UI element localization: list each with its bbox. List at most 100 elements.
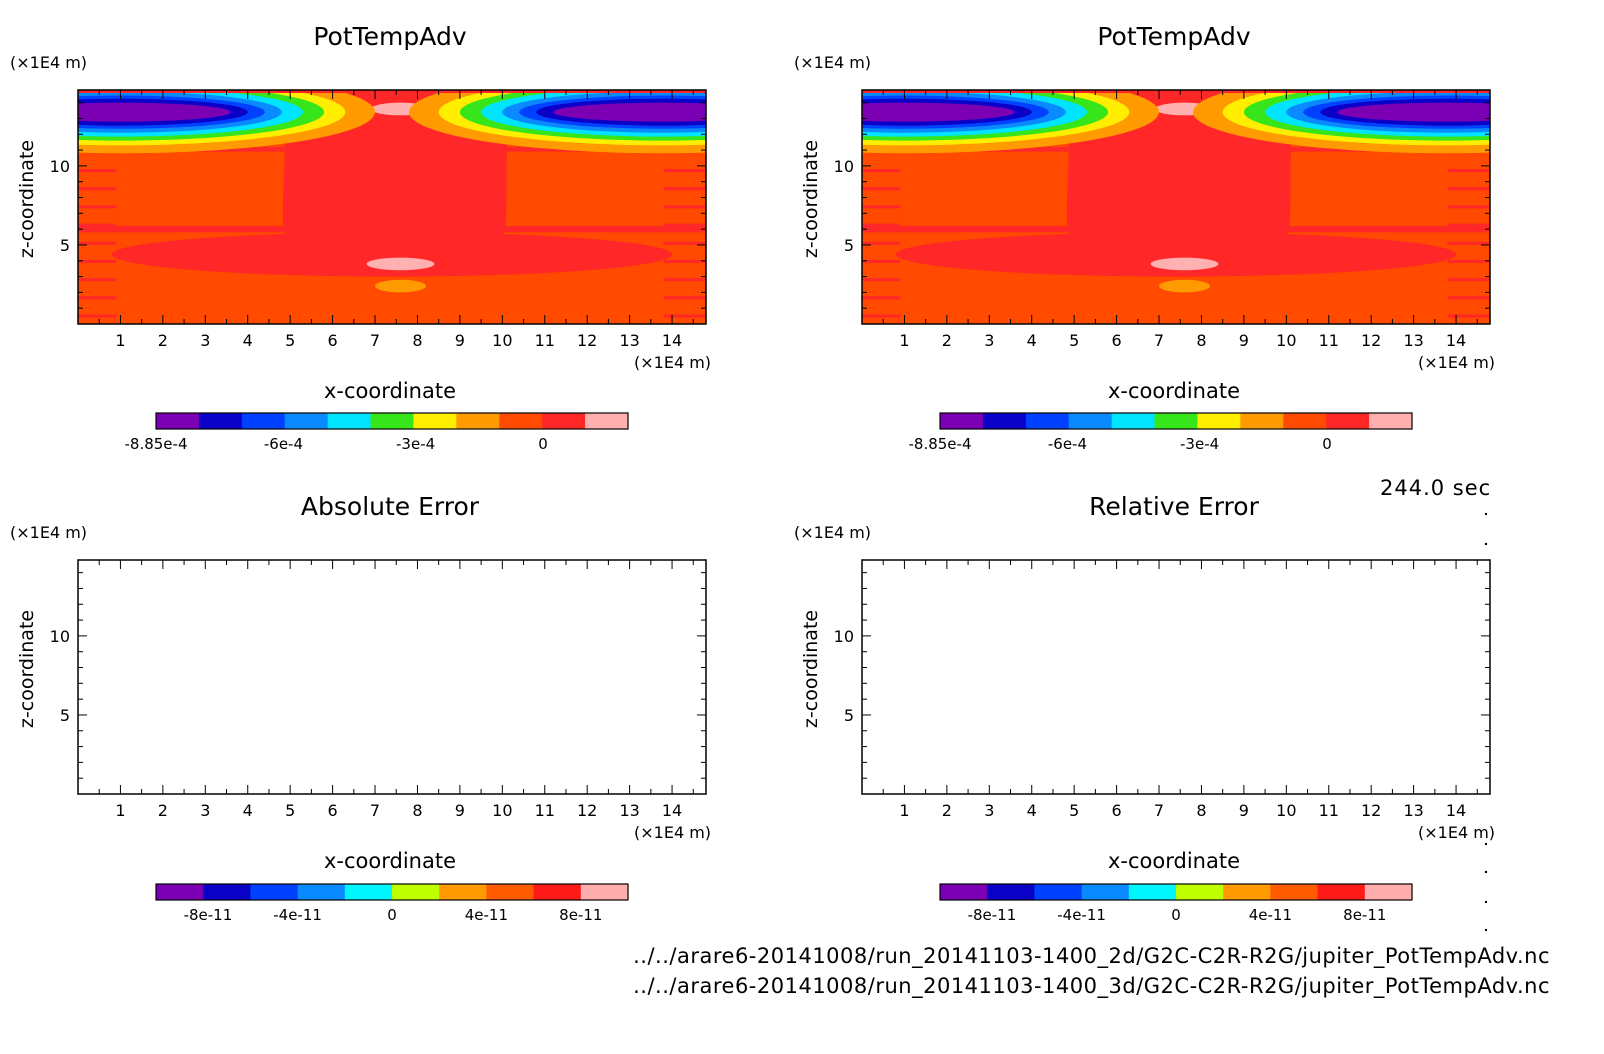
chart-panel-3: -8e-11 -4e-11 0 4e-11 8e-111 2 3 4 5 6 7 8 9 10 11 12 13… — [10, 492, 711, 924]
colorbar-segment — [533, 884, 582, 900]
contour-fill — [553, 102, 706, 122]
x-tick-label: 14 — [662, 801, 682, 820]
y-tick-label: 5 — [844, 706, 854, 725]
y-tick-label: 5 — [844, 236, 854, 255]
colorbar-segment — [439, 884, 487, 900]
colorbar-label: -8e-11 — [184, 906, 233, 924]
colorbar-segment — [1240, 413, 1284, 429]
colorbar-segment — [1111, 413, 1156, 429]
colorbar-segment — [1223, 884, 1271, 900]
contour-fill — [78, 146, 706, 152]
contour-fill — [862, 241, 901, 245]
contour-fill — [78, 314, 117, 318]
contour-fill — [78, 169, 117, 173]
y-unit-label: (×1E4 m) — [10, 523, 87, 542]
contour-fill — [862, 90, 1490, 93]
y-tick-label: 10 — [50, 157, 70, 176]
x-tick-label: 1 — [115, 801, 125, 820]
contour-fill — [663, 296, 706, 300]
x-tick-label: 13 — [619, 331, 639, 350]
contour-field — [862, 90, 1490, 324]
y-unit-label: (×1E4 m) — [794, 53, 871, 72]
colorbar-label: -6e-4 — [264, 435, 303, 453]
file-path-3d: ../../arare6-20141008/run_20141103-1400_… — [633, 974, 1550, 998]
colorbar-label: -8.85e-4 — [909, 435, 972, 453]
contour-fill — [1447, 296, 1490, 300]
contour-fill — [78, 241, 117, 245]
x-axis-label: x-coordinate — [1108, 379, 1240, 403]
chart-title: Absolute Error — [301, 492, 480, 521]
x-tick-label: 10 — [1276, 801, 1296, 820]
x-tick-label: 9 — [455, 801, 465, 820]
colorbar-label: -3e-4 — [396, 435, 435, 453]
colorbar-segment — [580, 884, 629, 900]
contour-fill — [663, 169, 706, 173]
x-tick-label: 1 — [899, 801, 909, 820]
colorbar-segment — [344, 884, 393, 900]
x-tick-label: 1 — [115, 331, 125, 350]
x-tick-label: 11 — [1319, 801, 1339, 820]
colorbar-label: 0 — [387, 906, 397, 924]
colorbar-label: -4e-11 — [273, 906, 322, 924]
colorbar-segment — [940, 884, 988, 900]
contour-fill — [1447, 205, 1490, 209]
x-tick-label: 2 — [942, 801, 952, 820]
colorbar-label: 8e-11 — [559, 906, 602, 924]
x-unit-label: (×1E4 m) — [1418, 823, 1495, 842]
plot-frame — [77, 89, 707, 325]
contour-fill — [663, 278, 706, 282]
x-tick-label: 8 — [1196, 801, 1206, 820]
contour-fill — [78, 90, 706, 93]
contour-fill — [862, 205, 901, 209]
x-tick-label: 4 — [1027, 331, 1037, 350]
colorbar-segment — [297, 884, 346, 900]
contour-field — [78, 90, 706, 324]
contour-fill — [663, 314, 706, 318]
x-tick-label: 12 — [577, 331, 597, 350]
colorbar-segment — [1081, 884, 1130, 900]
x-tick-label: 14 — [1446, 331, 1466, 350]
chart-panel-1: -8.85e-4 -6e-4 -3e-4 01 2 3 4 5 6 7 8 9 10 11 12 13 1451… — [10, 22, 711, 453]
colorbar-label: 0 — [1171, 906, 1181, 924]
x-tick-label: 3 — [200, 801, 210, 820]
x-tick-label: 9 — [1239, 801, 1249, 820]
colorbar-label: 4e-11 — [465, 906, 508, 924]
contour-fill — [663, 259, 706, 263]
colorbar-frame — [155, 412, 629, 430]
x-tick-label: 5 — [285, 801, 295, 820]
colorbar-segment — [1283, 413, 1327, 429]
contour-fill — [375, 279, 426, 293]
margin-dot — [1484, 870, 1488, 874]
colorbar-segment — [284, 413, 329, 429]
chart-title: PotTempAdv — [1097, 22, 1250, 51]
plot-frame — [861, 559, 1491, 795]
x-tick-label: 2 — [158, 331, 168, 350]
colorbar-segment — [982, 413, 1027, 429]
colorbar-frame — [939, 883, 1413, 901]
colorbar-segment — [1369, 413, 1413, 429]
x-tick-label: 3 — [200, 331, 210, 350]
x-tick-label: 12 — [1361, 331, 1381, 350]
x-tick-label: 8 — [1196, 331, 1206, 350]
colorbar-label: -6e-4 — [1048, 435, 1087, 453]
margin-dot — [1484, 842, 1488, 846]
x-tick-label: 7 — [370, 331, 380, 350]
contour-fill — [78, 296, 117, 300]
x-tick-label: 3 — [984, 801, 994, 820]
x-unit-label: (×1E4 m) — [634, 823, 711, 842]
x-tick-label: 4 — [243, 801, 253, 820]
colorbar-segment — [203, 884, 251, 900]
empty-field — [78, 560, 706, 794]
x-tick-label: 3 — [984, 331, 994, 350]
contour-fill — [862, 314, 901, 318]
x-unit-label: (×1E4 m) — [1418, 353, 1495, 372]
colorbar-segment — [1034, 884, 1083, 900]
contour-fill — [366, 257, 435, 271]
contour-fill — [862, 225, 1490, 233]
contour-fill — [1447, 241, 1490, 245]
x-tick-label: 12 — [577, 801, 597, 820]
x-tick-label: 2 — [942, 331, 952, 350]
x-tick-label: 5 — [285, 331, 295, 350]
contour-fill — [663, 241, 706, 245]
